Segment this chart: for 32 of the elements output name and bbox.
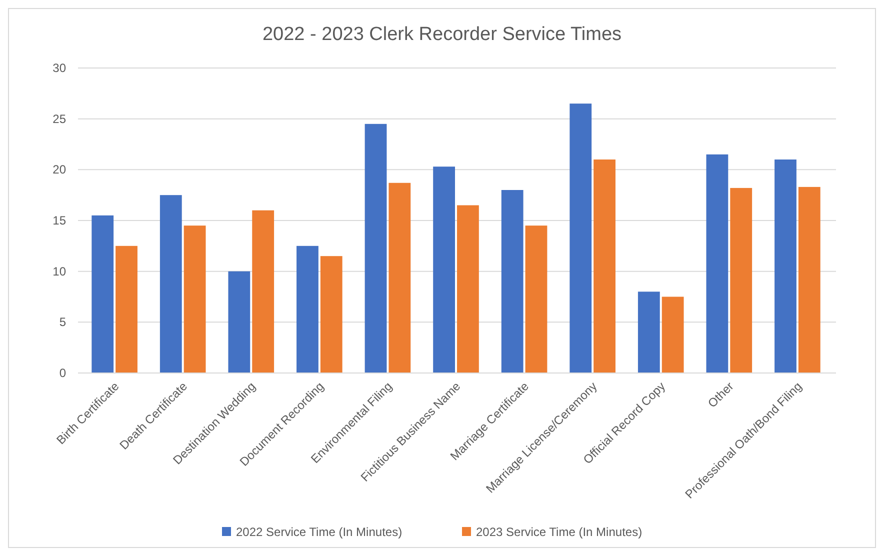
bar xyxy=(296,246,318,373)
bar xyxy=(730,188,752,373)
bar xyxy=(570,104,592,373)
bar xyxy=(320,256,342,373)
bar xyxy=(116,246,138,373)
y-tick-label: 25 xyxy=(52,112,66,126)
bar xyxy=(184,226,206,373)
bar xyxy=(433,166,455,373)
y-tick-label: 0 xyxy=(59,366,66,380)
bar xyxy=(638,292,660,373)
bar xyxy=(501,190,524,373)
y-tick-label: 30 xyxy=(52,61,66,75)
bar xyxy=(662,296,684,373)
legend-label: 2023 Service Time (In Minutes) xyxy=(476,525,642,539)
bar xyxy=(525,226,548,373)
y-tick-label: 20 xyxy=(52,162,66,177)
bar xyxy=(228,271,250,373)
chart-title: 2022 - 2023 Clerk Recorder Service Times xyxy=(262,24,622,45)
bar xyxy=(160,195,182,373)
bar xyxy=(798,186,820,373)
y-tick-label: 15 xyxy=(52,214,66,228)
bar xyxy=(364,124,387,373)
bar xyxy=(92,215,114,373)
bar xyxy=(457,205,479,373)
y-tick-label: 10 xyxy=(52,264,66,278)
bar xyxy=(252,210,274,373)
bar xyxy=(706,154,728,373)
bar xyxy=(388,182,411,373)
bar xyxy=(774,160,796,373)
legend-label: 2022 Service Time (In Minutes) xyxy=(236,525,402,539)
y-tick-label: 5 xyxy=(59,315,66,330)
bar xyxy=(594,160,616,373)
